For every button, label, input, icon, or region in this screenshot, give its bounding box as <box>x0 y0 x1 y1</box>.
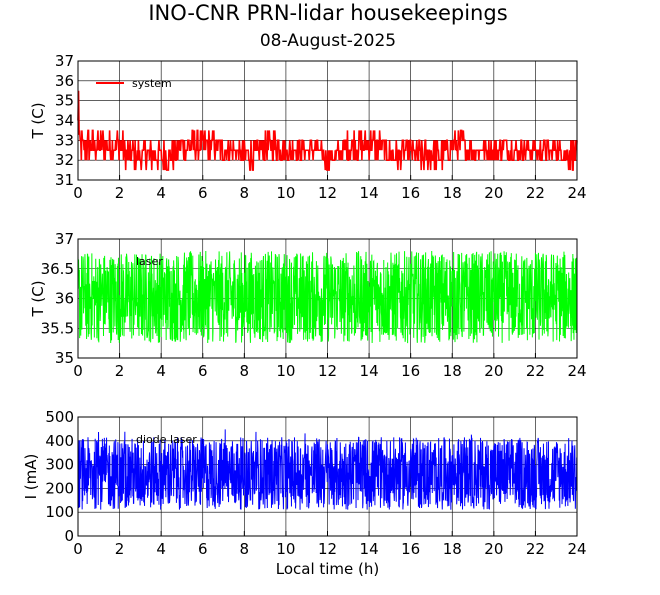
legend: diode laser <box>136 433 197 446</box>
x-tick-label: 8 <box>240 184 250 202</box>
y-tick-label: 35.5 <box>41 319 74 337</box>
y-tick-label: 500 <box>45 408 74 426</box>
y-tick-label: 36 <box>55 290 74 308</box>
series-line <box>77 90 578 171</box>
x-tick-label: 8 <box>240 540 250 558</box>
x-tick-label: 10 <box>276 184 295 202</box>
x-tick-label: 10 <box>276 540 295 558</box>
x-tick-label: 12 <box>318 362 337 380</box>
x-tick-label: 2 <box>115 184 125 202</box>
x-tick-label: 6 <box>198 540 208 558</box>
x-tick-label: 24 <box>567 540 586 558</box>
y-tick-label: 300 <box>45 456 74 474</box>
chart-subtitle: 08-August-2025 <box>260 31 396 51</box>
x-tick-label: 14 <box>360 184 379 202</box>
x-tick-label: 4 <box>156 184 166 202</box>
y-tick-label: 31 <box>55 171 74 189</box>
y-tick-label: 400 <box>45 432 74 450</box>
x-tick-label: 16 <box>401 184 420 202</box>
series-laser <box>77 250 578 344</box>
x-tick-label: 6 <box>198 184 208 202</box>
x-tick-label: 12 <box>318 540 337 558</box>
x-tick-label: 4 <box>156 540 166 558</box>
series-diode-laser <box>77 429 578 510</box>
x-tick-label: 18 <box>443 540 462 558</box>
x-tick-label: 22 <box>526 184 545 202</box>
x-tick-label: 0 <box>73 540 83 558</box>
x-tick-label: 24 <box>567 184 586 202</box>
y-tick-label: 0 <box>64 527 74 545</box>
y-tick-label: 37 <box>55 230 74 248</box>
x-tick-label: 6 <box>198 362 208 380</box>
y-tick-label: 33 <box>55 131 74 149</box>
x-tick-label: 0 <box>73 362 83 380</box>
y-tick-label: 35 <box>55 349 74 367</box>
x-tick-label: 22 <box>526 540 545 558</box>
x-tick-label: 8 <box>240 362 250 380</box>
x-tick-label: 22 <box>526 362 545 380</box>
x-tick-label: 20 <box>484 540 503 558</box>
series-line <box>77 429 578 510</box>
x-tick-label: 16 <box>401 362 420 380</box>
x-tick-label: 10 <box>276 362 295 380</box>
y-axis-label: I (mA) <box>22 454 40 500</box>
x-tick-label: 20 <box>484 362 503 380</box>
legend-label: system <box>132 77 172 90</box>
x-tick-label: 0 <box>73 184 83 202</box>
y-tick-label: 36.5 <box>41 260 74 278</box>
legend: system <box>96 77 172 90</box>
x-axis-label: Local time (h) <box>276 560 380 578</box>
y-tick-label: 200 <box>45 479 74 497</box>
x-tick-label: 16 <box>401 540 420 558</box>
legend-label: diode laser <box>136 433 197 446</box>
x-tick-label: 2 <box>115 362 125 380</box>
x-tick-label: 2 <box>115 540 125 558</box>
y-tick-label: 34 <box>55 112 74 130</box>
chart-title: INO-CNR PRN-lidar housekeepings <box>148 1 507 25</box>
x-tick-label: 18 <box>443 184 462 202</box>
legend-label: laser <box>136 255 163 268</box>
y-axis-label: T (C) <box>29 102 47 139</box>
x-tick-label: 14 <box>360 362 379 380</box>
y-tick-label: 36 <box>55 72 74 90</box>
y-tick-label: 37 <box>55 52 74 70</box>
x-tick-label: 14 <box>360 540 379 558</box>
y-tick-label: 35 <box>55 92 74 110</box>
series-system <box>77 90 578 171</box>
legend: laser <box>136 255 163 268</box>
x-tick-label: 20 <box>484 184 503 202</box>
series-line <box>77 250 578 344</box>
y-tick-label: 100 <box>45 503 74 521</box>
x-tick-label: 4 <box>156 362 166 380</box>
x-tick-label: 24 <box>567 362 586 380</box>
x-tick-label: 12 <box>318 184 337 202</box>
x-tick-label: 18 <box>443 362 462 380</box>
y-axis-label: T (C) <box>29 280 47 317</box>
y-tick-label: 32 <box>55 151 74 169</box>
